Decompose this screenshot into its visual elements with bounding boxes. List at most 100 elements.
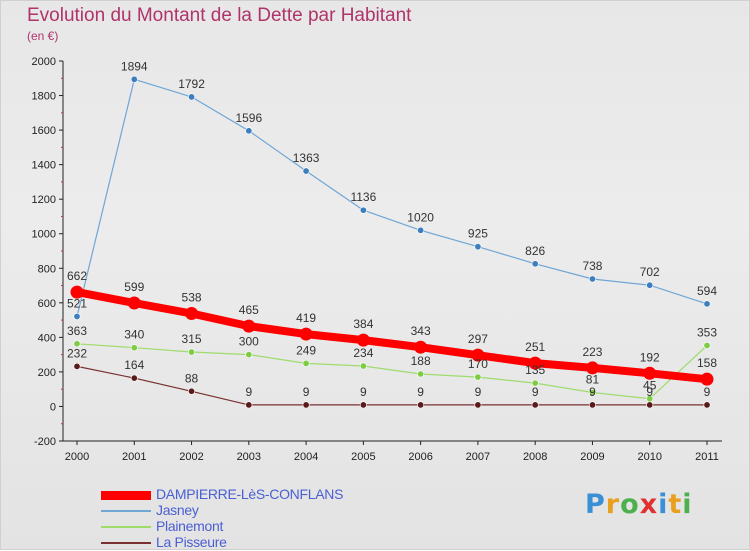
data-label: 81 [586,372,600,386]
data-label: 300 [239,335,259,349]
data-points [70,75,714,409]
data-label: 465 [239,303,259,317]
data-point [646,395,654,403]
data-point [130,75,138,83]
data-point [70,285,84,299]
legend-swatch [101,490,151,500]
data-point [73,362,81,370]
data-label: 232 [67,346,87,360]
logo-letter: P [585,489,606,520]
axes: -200 0 200 400 600 800 1000 1200 1400 1600 1800 200… [32,56,722,463]
data-label: 164 [124,358,144,372]
x-tick-label: 2009 [580,451,604,463]
data-point [359,362,367,370]
data-label: 1363 [293,151,320,165]
data-label: 223 [582,345,602,359]
data-label: 538 [182,291,202,305]
logo-letter: i [682,489,693,520]
data-label: 88 [185,371,199,385]
data-point [417,370,425,378]
data-label: 45 [643,379,657,393]
data-label: 9 [245,385,252,399]
data-point [359,401,367,409]
data-label: 9 [532,385,539,399]
y-tick-label: 1800 [32,91,56,103]
data-point [130,344,138,352]
data-label: 1020 [407,210,434,224]
x-tick-label: 2005 [351,451,375,463]
data-label: 340 [124,328,144,342]
data-label: 1792 [178,77,205,91]
data-point [73,340,81,348]
data-label: 192 [640,350,660,364]
data-point [302,359,310,367]
legend-label: Jasney [156,502,199,518]
y-tick-label: 0 [50,401,56,413]
logo-letter: t [668,489,683,520]
proxiti-logo: Proxiti [585,489,693,520]
series-line-1 [76,78,708,318]
data-label: 251 [525,340,545,354]
data-point [703,401,711,409]
data-label: 9 [646,385,653,399]
data-point [531,401,539,409]
x-tick-label: 2008 [523,451,547,463]
data-point [188,93,196,101]
data-label: 384 [353,317,373,331]
y-tick-label: -200 [34,436,56,448]
data-label: 9 [589,385,596,399]
data-point [646,401,654,409]
data-point [299,327,313,341]
series-lines [73,78,711,406]
x-tick-label: 2006 [408,451,432,463]
data-point [127,296,141,310]
data-point [130,374,138,382]
data-point [417,401,425,409]
chart-unit-label: (en €) [27,29,59,43]
data-point [417,226,425,234]
data-point [73,312,81,320]
data-point [302,401,310,409]
data-label: 702 [640,265,660,279]
x-tick-label: 2001 [122,451,146,463]
data-point [703,341,711,349]
data-label: 343 [411,324,431,338]
data-point [245,351,253,359]
data-label: 170 [468,357,488,371]
legend-label: La Pisseure [156,534,227,550]
data-label: 826 [525,244,545,258]
data-label: 1596 [235,111,262,125]
data-point [528,356,542,370]
data-point [414,340,428,354]
data-point [474,401,482,409]
data-label: 135 [525,363,545,377]
legend-label: Plainemont [156,518,224,534]
legend-label: DAMPIERRE-LèS-CONFLANS [156,486,344,502]
series-line-3 [76,365,708,406]
y-tick-label: 800 [38,263,56,275]
data-point [588,388,596,396]
data-label: 521 [67,296,87,310]
data-label: 188 [411,354,431,368]
data-label: 9 [704,385,711,399]
data-point [531,379,539,387]
data-label: 594 [697,284,717,298]
data-label: 419 [296,311,316,325]
data-label: 234 [353,346,373,360]
series-line-2 [76,343,708,400]
data-label: 158 [697,356,717,370]
data-label: 353 [697,325,717,339]
data-point [245,127,253,135]
data-label: 249 [296,343,316,357]
x-tick-label: 2002 [179,451,203,463]
logo-letter: o [620,489,640,520]
data-label: 925 [468,227,488,241]
data-point [531,260,539,268]
chart-title: Evolution du Montant de la Dette par Hab… [27,5,412,26]
data-label: 738 [582,259,602,273]
data-label: 9 [303,385,310,399]
data-point [588,275,596,283]
data-label: 599 [124,280,144,294]
data-point [185,307,199,321]
data-label: 662 [67,269,87,283]
